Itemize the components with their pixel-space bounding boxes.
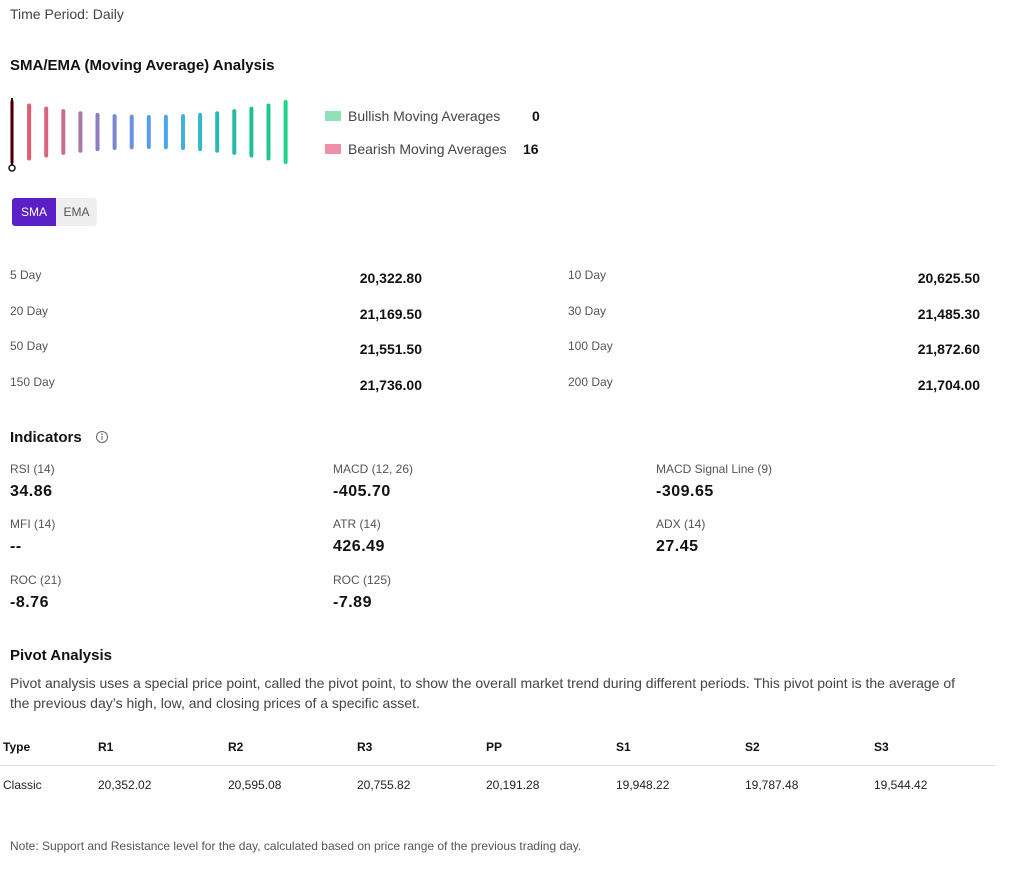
gauge-bar — [95, 112, 100, 152]
indicator-label: MFI (14) — [10, 517, 56, 532]
table-cell: 20,755.82 — [357, 778, 411, 792]
ma-label: 10 Day — [568, 268, 607, 282]
pivot-description: Pivot analysis uses a special price poin… — [10, 675, 956, 711]
legend-label: Bullish Moving Averages — [348, 108, 501, 124]
table-header: Type — [3, 740, 31, 754]
ma-value: 21,736.00 — [359, 377, 422, 394]
ma-value: 20,625.50 — [917, 270, 980, 286]
gauge-bar — [27, 103, 32, 161]
gauge-bar — [232, 109, 237, 155]
table-cell: 19,787.48 — [745, 778, 799, 792]
ma-label: 30 Day — [568, 303, 607, 318]
legend-count: 0 — [532, 108, 540, 124]
table-header: R3 — [357, 740, 373, 754]
gauge-bar — [198, 112, 203, 152]
section-title: Pivot Analysis — [10, 647, 112, 664]
gauge-bar — [283, 100, 288, 164]
ma-label: 5 Day — [10, 268, 42, 282]
legend-swatch — [325, 144, 341, 154]
gauge-bar — [215, 111, 220, 153]
table-cell: 20,191.28 — [486, 778, 540, 792]
ma-value: 21,704.00 — [917, 377, 980, 394]
gauge-bar — [61, 109, 66, 155]
indicator-value: 27.45 — [656, 538, 699, 556]
section-title: SMA/EMA (Moving Average) Analysis — [10, 57, 275, 74]
tab-ema[interactable]: EMA — [56, 198, 97, 226]
ma-value: 21,872.60 — [917, 341, 980, 358]
indicator-label: ROC (125) — [333, 572, 392, 587]
ma-label: 150 Day — [10, 375, 55, 390]
table-cell: 20,595.08 — [228, 778, 282, 792]
gauge-bar — [163, 114, 168, 150]
indicator-label: RSI (14) — [10, 462, 55, 476]
ma-label: 20 Day — [10, 303, 49, 318]
table-header: PP — [486, 740, 503, 754]
indicator-label: MACD (12, 26) — [333, 462, 414, 476]
indicator-value: -8.76 — [10, 593, 49, 611]
indicator-label: ADX (14) — [656, 517, 706, 532]
needle-pivot — [8, 164, 16, 172]
ma-value: 21,551.50 — [359, 341, 422, 358]
table-cell: 19,544.42 — [874, 778, 928, 792]
gauge-bar — [266, 103, 271, 161]
legend-label: Bearish Moving Averages — [348, 141, 507, 157]
table-header: S1 — [616, 740, 631, 754]
table-header: R1 — [98, 740, 114, 754]
info-icon[interactable] — [95, 430, 109, 444]
table-header: S3 — [874, 740, 889, 754]
legend-count: 16 — [523, 141, 539, 157]
indicator-value: -405.70 — [333, 483, 391, 500]
table-header: S2 — [745, 740, 760, 754]
ma-label: 100 Day — [568, 339, 613, 354]
note: Note: Support and Resistance level for t… — [10, 839, 582, 853]
gauge-bar — [249, 106, 254, 158]
indicator-value: -- — [10, 538, 22, 556]
indicator-value: -309.65 — [656, 483, 714, 500]
indicator-value: 426.49 — [333, 538, 385, 556]
table-header: R2 — [228, 740, 244, 754]
table-cell: Classic — [3, 778, 42, 792]
indicator-label: ATR (14) — [333, 517, 381, 532]
indicator-value: 34.86 — [10, 483, 53, 500]
indicator-label: MACD Signal Line (9) — [656, 462, 773, 476]
table-divider — [0, 765, 995, 766]
time-period: Time Period: Daily — [10, 6, 124, 22]
gauge-bar — [112, 114, 117, 150]
gauge — [8, 98, 288, 172]
tab-sma[interactable]: SMA — [12, 198, 56, 226]
legend-swatch — [325, 111, 341, 121]
gauge-bar — [78, 111, 83, 153]
ma-value: 20,322.80 — [359, 270, 422, 286]
ma-label: 50 Day — [10, 339, 49, 354]
table-cell: 19,948.22 — [616, 778, 670, 792]
gauge-bar — [146, 115, 151, 149]
section-title: Indicators — [10, 429, 82, 446]
ma-label: 200 Day — [568, 375, 613, 390]
ma-value: 21,169.50 — [359, 305, 422, 322]
indicator-label: ROC (21) — [10, 572, 62, 587]
gauge-bar — [44, 106, 49, 158]
indicator-value: -7.89 — [333, 593, 372, 611]
gauge-bar — [181, 114, 185, 150]
gauge-bar — [129, 114, 134, 150]
table-cell: 20,352.02 — [98, 778, 152, 792]
ma-value: 21,485.30 — [917, 305, 980, 322]
